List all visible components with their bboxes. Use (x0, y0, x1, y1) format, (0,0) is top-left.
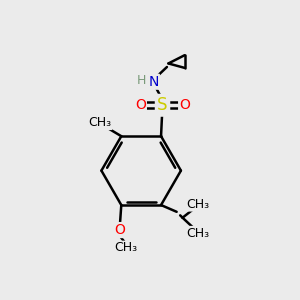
Text: O: O (179, 98, 190, 112)
Text: O: O (135, 98, 146, 112)
Text: S: S (157, 96, 168, 114)
Text: H: H (136, 74, 146, 87)
Text: CH₃: CH₃ (88, 116, 112, 129)
Text: N: N (148, 75, 159, 89)
Text: CH₃: CH₃ (114, 241, 137, 254)
Text: O: O (114, 223, 125, 237)
Text: CH₃: CH₃ (186, 198, 209, 211)
Text: CH₃: CH₃ (186, 226, 209, 239)
